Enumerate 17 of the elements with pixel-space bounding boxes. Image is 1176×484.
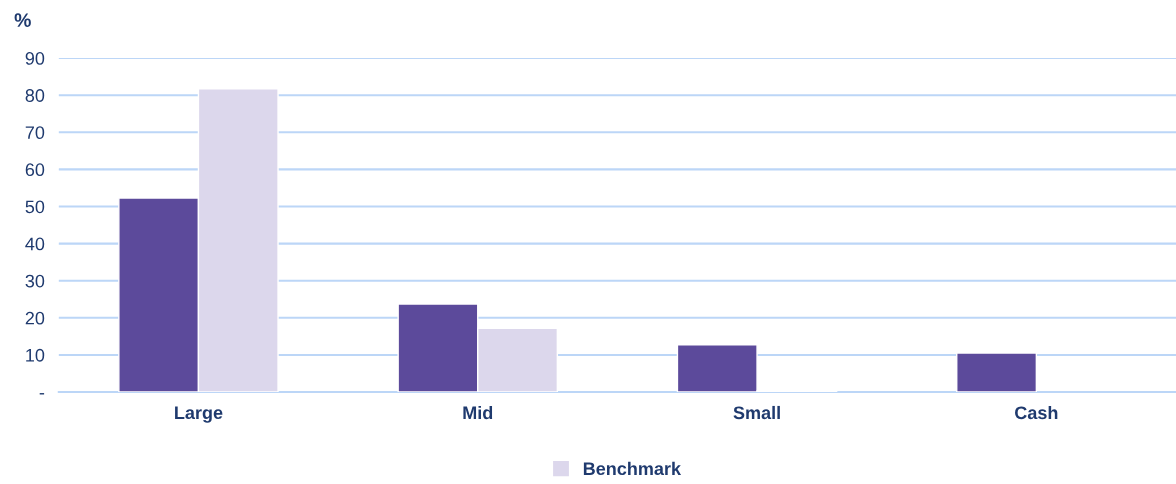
x-tick-label: Cash (1015, 405, 1058, 420)
y-tick-label: 80 (25, 89, 45, 102)
y-tick-label: 10 (26, 348, 45, 362)
x-tick-label: Mid (463, 405, 493, 420)
y-tick-label: 30 (25, 274, 45, 288)
y-tick-label: 20 (25, 311, 45, 325)
x-tick-label: Small (733, 405, 780, 420)
y-tick-label: 70 (25, 126, 45, 140)
y-tick-label: 50 (25, 200, 45, 214)
y-axis-title: % (14, 13, 31, 27)
x-tick-label: Large (175, 406, 223, 423)
y-tick-label: 60 (25, 163, 45, 177)
legend-label: Benchmark (583, 461, 682, 476)
bar (956, 352, 1038, 393)
y-tick-label: - (39, 393, 45, 395)
y-tick-label: 90 (25, 52, 45, 65)
y-tick-label: 40 (25, 237, 45, 251)
